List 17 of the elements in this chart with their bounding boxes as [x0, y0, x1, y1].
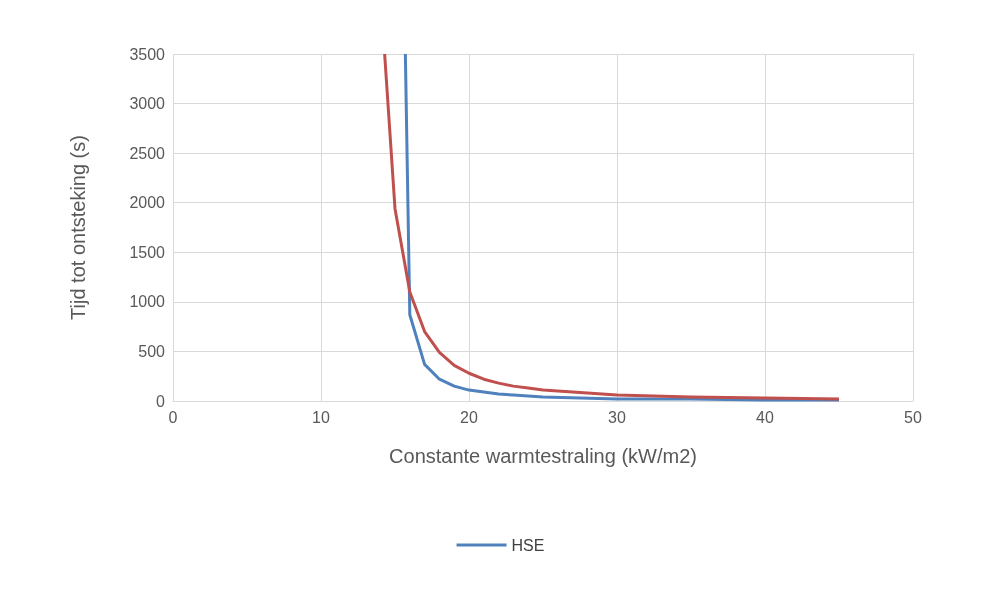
x-tick-label: 0 — [168, 408, 178, 426]
y-tick-label: 0 — [156, 392, 166, 410]
y-axis-title: Tijd tot ontsteking (s) — [67, 135, 89, 320]
y-tick-label: 500 — [138, 342, 166, 360]
y-tick-label: 1000 — [129, 293, 166, 311]
y-tick-label: 2000 — [129, 194, 166, 212]
y-tick-label: 2500 — [129, 144, 166, 162]
x-tick-label: 10 — [312, 408, 330, 426]
x-tick-label: 20 — [460, 408, 478, 426]
x-tick-label: 50 — [904, 408, 922, 426]
y-tick-label: 3500 — [129, 45, 166, 63]
x-tick-label: 40 — [756, 408, 774, 426]
y-tick-label: 1500 — [129, 243, 166, 261]
legend-label: HSE — [511, 536, 545, 554]
x-tick-label: 30 — [608, 408, 626, 426]
x-axis-title: Constante warmtestraling (kW/m2) — [389, 445, 697, 467]
y-tick-label: 3000 — [129, 95, 166, 113]
